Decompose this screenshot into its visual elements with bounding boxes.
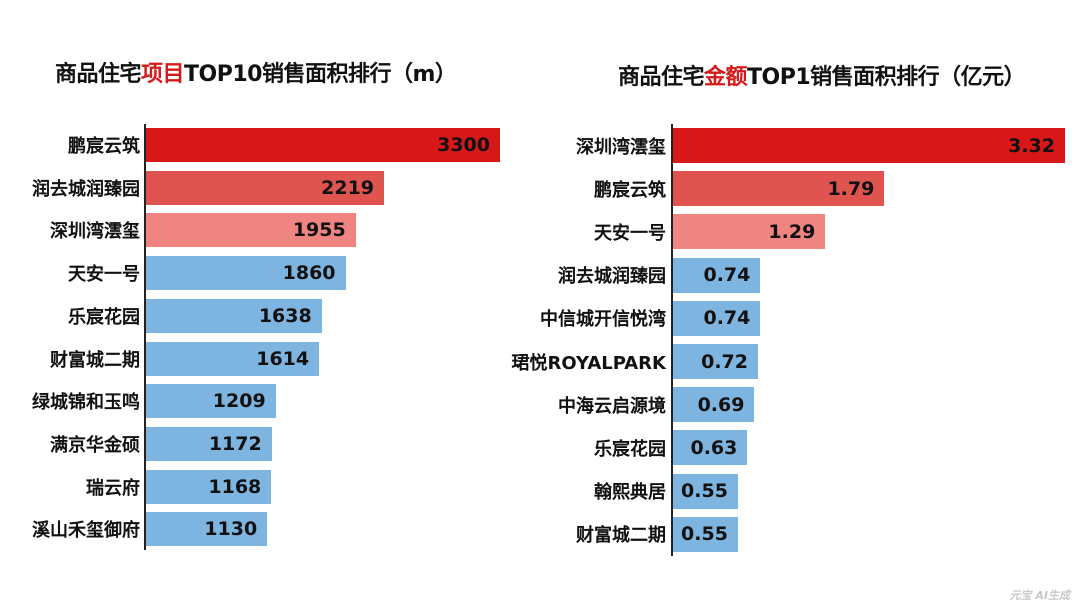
title-amount-highlight: 金额 — [704, 65, 748, 90]
category-label-area-9: 瑞云府 — [86, 477, 140, 499]
data-label-area-2: 2219 — [321, 176, 375, 199]
category-label-amount-4: 润去城润臻园 — [558, 266, 666, 288]
data-label-amount-5: 0.74 — [703, 307, 751, 330]
data-label-area-6: 1614 — [256, 347, 310, 370]
bar-amount-2: 1.79 — [673, 171, 885, 207]
category-label-amount-2: 鹏宸云筑 — [594, 179, 666, 201]
category-label-amount-6: 珺悦ROYALPARK — [511, 352, 666, 374]
title-area-pre: 商品住宅 — [55, 62, 142, 87]
category-label-amount-7: 中海云启源境 — [558, 395, 666, 417]
category-label-area-7: 绿城锦和玉鸣 — [32, 392, 140, 414]
bar-area-1: 3300 — [146, 128, 500, 162]
data-label-amount-2: 1.79 — [827, 177, 875, 200]
title-amount-pre: 商品住宅 — [618, 65, 705, 90]
y-axis-line-amount — [671, 124, 673, 556]
data-label-area-4: 1860 — [282, 262, 336, 285]
bar-amount-10: 0.55 — [673, 516, 738, 552]
category-label-amount-3: 天安一号 — [594, 222, 666, 244]
data-label-area-9: 1168 — [208, 475, 262, 498]
data-label-area-7: 1209 — [212, 390, 266, 413]
data-label-amount-6: 0.72 — [701, 350, 748, 373]
bar-amount-5: 0.74 — [673, 300, 761, 336]
category-label-area-5: 乐宸花园 — [68, 306, 140, 328]
bar-amount-3: 1.29 — [673, 214, 826, 250]
data-label-amount-7: 0.69 — [697, 393, 745, 416]
category-label-area-2: 润去城润臻园 — [32, 178, 140, 200]
title-area-post: TOP10销售面积排行（m） — [184, 62, 457, 87]
bar-area-3: 1955 — [146, 213, 356, 248]
bar-area-7: 1209 — [146, 384, 276, 419]
data-label-area-3: 1955 — [292, 219, 346, 242]
data-label-area-8: 1172 — [208, 432, 262, 455]
bar-amount-9: 0.55 — [673, 473, 738, 509]
category-label-amount-5: 中信城开信悦湾 — [540, 309, 666, 331]
data-label-amount-8: 0.63 — [690, 436, 738, 459]
category-label-amount-9: 翰熙典居 — [594, 482, 666, 504]
category-label-area-4: 天安一号 — [68, 264, 140, 286]
watermark: 元宝 AI生成 — [1009, 589, 1070, 602]
category-label-amount-8: 乐宸花园 — [594, 438, 666, 460]
bar-area-4: 1860 — [146, 256, 346, 291]
chart-title-area: 商品住宅项目TOP10销售面积排行（m） — [55, 56, 457, 88]
bar-area-9: 1168 — [146, 469, 272, 504]
bar-area-8: 1172 — [146, 426, 272, 461]
data-label-amount-3: 1.29 — [768, 220, 816, 243]
category-label-area-1: 鹏宸云筑 — [68, 136, 140, 157]
title-area-highlight: 项目 — [141, 62, 185, 87]
data-label-amount-10: 0.55 — [681, 523, 728, 546]
category-label-area-6: 财富城二期 — [50, 349, 140, 371]
bar-amount-8: 0.63 — [673, 430, 748, 466]
data-label-area-5: 1638 — [258, 304, 312, 327]
bar-area-10: 1130 — [146, 512, 268, 547]
chart-title-amount: 商品住宅金额TOP1销售面积排行（亿元） — [618, 59, 1026, 91]
category-label-area-10: 溪山禾玺御府 — [32, 520, 140, 542]
category-label-amount-1: 深圳湾澐玺 — [576, 136, 666, 158]
bar-amount-6: 0.72 — [673, 344, 758, 379]
bar-area-6: 1614 — [146, 341, 320, 376]
data-label-amount-1: 3.32 — [1008, 134, 1055, 157]
data-label-amount-9: 0.55 — [681, 480, 728, 503]
data-label-area-10: 1130 — [204, 518, 258, 541]
bar-amount-7: 0.69 — [673, 387, 755, 423]
category-label-area-8: 满京华金硕 — [50, 434, 140, 456]
y-axis-line-area — [144, 124, 146, 551]
category-label-area-3: 深圳湾澐玺 — [50, 221, 140, 243]
data-label-area-1: 3300 — [437, 134, 490, 156]
data-label-amount-4: 0.74 — [703, 264, 751, 287]
category-label-amount-10: 财富城二期 — [576, 525, 666, 547]
bar-area-2: 2219 — [146, 170, 385, 205]
bar-amount-4: 0.74 — [673, 257, 761, 293]
title-amount-post: TOP1销售面积排行（亿元） — [747, 65, 1026, 90]
bar-amount-1: 3.32 — [673, 128, 1065, 163]
bar-area-5: 1638 — [146, 298, 322, 333]
